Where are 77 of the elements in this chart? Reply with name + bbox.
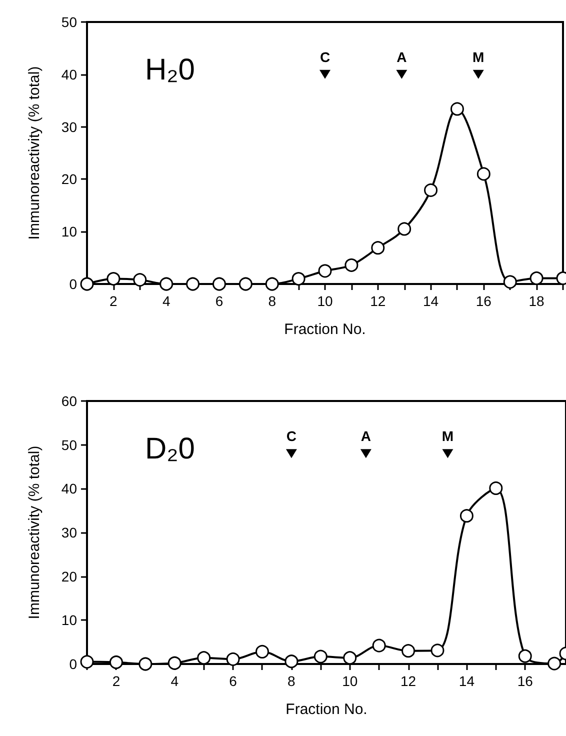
x-tick-label: 10 xyxy=(342,673,358,689)
point xyxy=(314,650,328,664)
y-tick-label: 20 xyxy=(61,171,78,188)
text: D₂0 xyxy=(145,432,195,466)
point xyxy=(424,183,438,197)
point xyxy=(80,655,94,669)
point xyxy=(197,651,211,665)
point xyxy=(402,644,416,658)
point xyxy=(133,273,147,287)
x-tick-label: 2 xyxy=(112,673,120,689)
point xyxy=(186,277,200,291)
text: H₂0 xyxy=(145,54,195,86)
x-tick-label: 12 xyxy=(370,293,386,309)
y-axis-title: Immunoreactivity (% total) xyxy=(26,66,43,240)
point xyxy=(318,264,332,278)
point xyxy=(503,275,517,289)
annotation: M xyxy=(442,428,454,444)
y-tick-label: 50 xyxy=(61,436,78,453)
point xyxy=(430,644,444,658)
point xyxy=(80,277,94,291)
point xyxy=(256,644,269,658)
point xyxy=(226,652,240,666)
point xyxy=(284,654,298,668)
point xyxy=(476,167,490,181)
point xyxy=(460,509,474,523)
point xyxy=(168,656,182,670)
point xyxy=(450,102,464,116)
point xyxy=(265,277,279,291)
x-tick-label: 12 xyxy=(400,673,416,689)
x-tick-label: 14 xyxy=(422,293,439,309)
x-tick-label: 8 xyxy=(268,293,276,309)
point xyxy=(238,277,252,291)
x-tick-label: 16 xyxy=(476,293,492,309)
x-tick-label: 6 xyxy=(229,673,238,689)
x-tick-label: 18 xyxy=(528,293,545,309)
y-tick-label: 0 xyxy=(69,656,78,672)
y-tick-label: 10 xyxy=(61,224,78,240)
point xyxy=(160,277,174,291)
y-tick-label: 20 xyxy=(61,568,78,584)
point xyxy=(489,481,503,495)
point xyxy=(344,258,358,272)
y-tick-label: 40 xyxy=(61,66,78,82)
y-tick-label: 60 xyxy=(61,393,78,409)
y-tick-label: 30 xyxy=(61,118,78,135)
annotation: A xyxy=(396,48,407,65)
x-axis-title: Fraction No. xyxy=(286,701,368,718)
point xyxy=(530,271,544,285)
y-axis-title: Immunoreactivity (% total) xyxy=(26,446,43,620)
point xyxy=(371,241,385,255)
x-tick-label: 14 xyxy=(458,673,475,689)
y-tick-label: 40 xyxy=(61,480,78,497)
x-tick-label: 4 xyxy=(162,293,170,309)
point xyxy=(343,651,357,665)
x-tick-label: 4 xyxy=(170,673,179,689)
x-tick-label: 10 xyxy=(317,293,333,309)
annotation: C xyxy=(286,428,297,444)
x-tick-label: 16 xyxy=(517,673,534,689)
annotation: M xyxy=(472,48,484,65)
y-tick-label: 30 xyxy=(61,524,78,540)
x-tick-label: 8 xyxy=(288,673,296,689)
point xyxy=(212,277,226,291)
point xyxy=(548,656,562,670)
point xyxy=(138,657,152,671)
y-tick-label: 50 xyxy=(61,14,78,30)
point xyxy=(518,649,532,663)
point xyxy=(106,272,120,286)
x-axis-title: Fraction No. xyxy=(284,321,366,338)
point xyxy=(109,656,123,669)
point xyxy=(372,638,386,652)
point xyxy=(292,272,306,286)
x-tick-label: 2 xyxy=(110,293,118,309)
y-tick-label: 0 xyxy=(69,276,78,292)
annotation: A xyxy=(360,428,371,444)
x-tick-label: 6 xyxy=(215,293,224,309)
point xyxy=(398,222,412,236)
annotation: C xyxy=(320,48,330,65)
y-tick-label: 10 xyxy=(61,612,78,628)
